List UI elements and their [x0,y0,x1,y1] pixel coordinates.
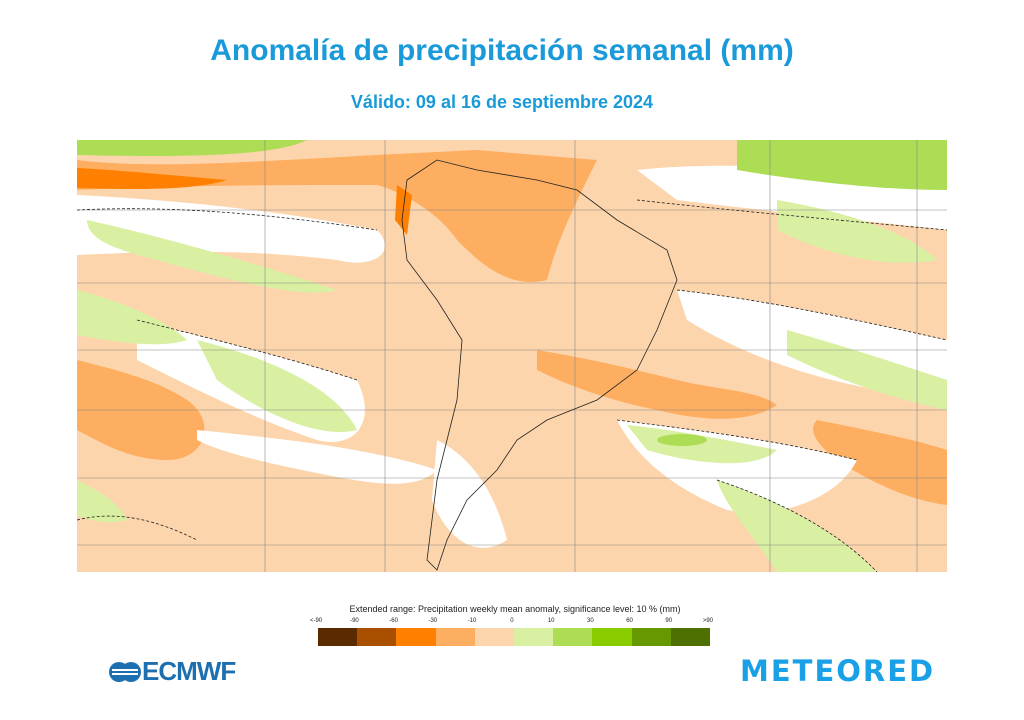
legend-tick: 0 [510,618,514,624]
anomaly-region-light-green [77,290,187,345]
anomaly-region-light-green [777,200,937,263]
anomaly-region-light-green [717,480,877,572]
graticule [77,140,947,572]
legend-tick: >90 [702,618,713,624]
ecmwf-logo: ECMWF [108,656,236,687]
legend-ticks: <-90 -90 -60 -30 -10 0 10 30 60 90 >90 [309,618,716,628]
legend-tick: 10 [547,618,555,624]
non-significant-region [197,430,437,484]
ecmwf-logo-icon [109,661,141,682]
anomaly-region-orange [537,350,777,419]
anomaly-region-light-green [87,220,337,293]
legend-color-swatch [396,628,436,646]
anomaly-region-light-green [77,140,307,157]
legend-color-swatch [474,628,515,646]
anomaly-region-light-green [77,480,127,523]
legend-color-swatch [435,628,475,646]
legend-tick: -60 [389,618,398,624]
page-title: Anomalía de precipitación semanal (mm) [210,34,794,67]
legend-tick: -30 [428,618,438,624]
legend-tick: 60 [626,618,633,624]
legend-color-swatch [670,628,711,646]
legend-tick: -10 [467,618,477,624]
legend-color-swatch [553,628,593,646]
anomaly-region-strong-orange [77,168,227,190]
legend-color-swatch [592,628,632,646]
anomaly-region-green [737,140,947,190]
legend-tick: -90 [350,618,359,624]
anomaly-region-light-green [197,340,357,432]
significance-contours [77,199,947,572]
south-america-coastline [401,159,678,571]
legend-color-swatch [514,628,554,646]
ecmwf-logo-text: ECMWF [142,656,236,686]
legend-color-swatch [357,628,397,646]
legend-color-swatch [631,628,671,646]
meteored-logo: METEORED [740,654,936,688]
anomaly-region-orange [813,420,947,505]
anomaly-region-green [657,434,707,446]
non-significant-region [432,440,507,548]
legend-colorbar [318,628,711,646]
legend-tick: 30 [587,618,594,624]
valid-period: Válido: 09 al 16 de septiembre 2024 [350,92,654,112]
precipitation-anomaly-map [77,140,947,572]
legend-title: Extended range: Precipitation weekly mea… [349,604,681,614]
legend-color-swatch [318,628,358,646]
anomaly-region-light-green [627,425,777,464]
legend-tick: <-90 [309,618,323,624]
legend-tick: 90 [665,618,673,624]
